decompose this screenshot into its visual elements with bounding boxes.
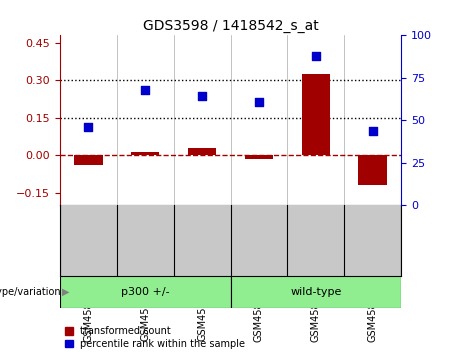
Text: wild-type: wild-type — [290, 287, 342, 297]
Point — [85, 124, 92, 130]
Point — [255, 100, 263, 105]
Bar — [358, 155, 387, 185]
Bar — [131, 152, 160, 155]
Text: ▶: ▶ — [62, 287, 69, 297]
Bar — [188, 148, 216, 155]
Bar — [301, 74, 330, 155]
Bar — [74, 155, 102, 165]
Text: p300 +/-: p300 +/- — [121, 287, 170, 297]
Bar — [230, 276, 401, 308]
Point — [198, 93, 206, 98]
Bar — [245, 155, 273, 159]
Text: genotype/variation: genotype/variation — [0, 287, 61, 297]
Point — [369, 128, 376, 133]
Point — [142, 87, 149, 93]
Bar — [60, 276, 230, 308]
Title: GDS3598 / 1418542_s_at: GDS3598 / 1418542_s_at — [142, 19, 319, 33]
Point — [312, 53, 319, 59]
Legend: transformed count, percentile rank within the sample: transformed count, percentile rank withi… — [65, 326, 245, 349]
